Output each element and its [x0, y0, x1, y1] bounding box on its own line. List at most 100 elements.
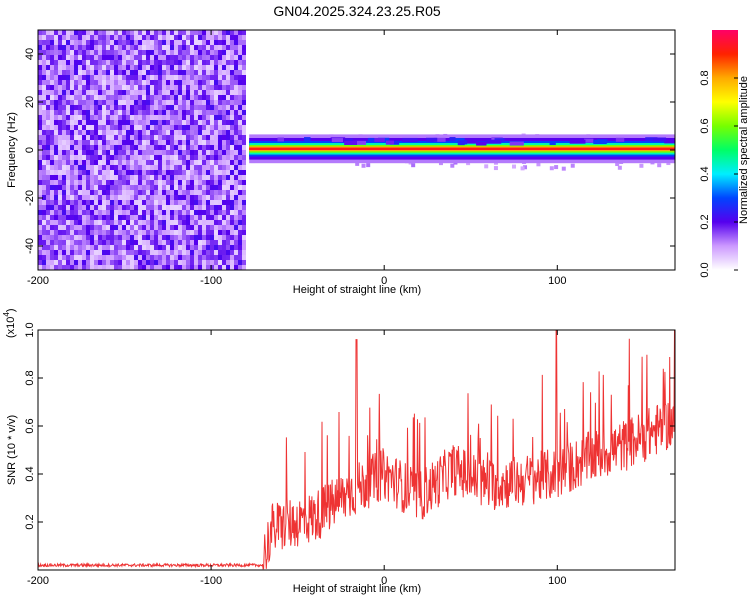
heatmap-cell — [226, 150, 230, 155]
heatmap-cell — [190, 150, 194, 155]
heatmap-cell — [150, 260, 154, 265]
heatmap-cell — [42, 200, 46, 205]
heatmap-cell — [158, 130, 162, 135]
heatmap-cell — [186, 170, 190, 175]
heatmap-cell — [114, 160, 118, 165]
heatmap-cell — [150, 165, 154, 170]
heatmap-cell — [94, 135, 98, 140]
heatmap-cell — [42, 80, 46, 85]
heatmap-cell — [146, 35, 150, 40]
heatmap-cell — [38, 125, 42, 130]
heatmap-cell — [98, 265, 102, 270]
heatmap-cell — [98, 70, 102, 75]
heatmap-cell — [190, 235, 194, 240]
heatmap-cell — [230, 130, 234, 135]
heatmap-cell — [74, 245, 78, 250]
heatmap-cell — [126, 120, 130, 125]
heatmap-cell — [130, 255, 134, 260]
heatmap-cell — [222, 65, 226, 70]
heatmap-cell — [218, 185, 222, 190]
heatmap-cell — [194, 265, 198, 270]
heatmap-cell — [198, 265, 202, 270]
heatmap-cell — [70, 150, 74, 155]
heatmap-cell — [54, 210, 58, 215]
heatmap-cell — [150, 220, 154, 225]
heatmap-cell — [154, 170, 158, 175]
heatmap-cell — [118, 110, 122, 115]
heatmap-cell — [206, 140, 210, 145]
heatmap-cell — [146, 235, 150, 240]
heatmap-cell — [62, 100, 66, 105]
heatmap-cell — [202, 115, 206, 120]
heatmap-cell — [62, 55, 66, 60]
heatmap-cell — [154, 100, 158, 105]
heatmap-cell — [210, 85, 214, 90]
heatmap-cell — [234, 95, 238, 100]
heatmap-cell — [138, 45, 142, 50]
heatmap-cell — [94, 230, 98, 235]
heatmap-cell — [114, 210, 118, 215]
heatmap-cell — [118, 245, 122, 250]
heatmap-cell — [170, 45, 174, 50]
heatmap-cell — [174, 160, 178, 165]
heatmap-cell — [70, 105, 74, 110]
heatmap-cell — [142, 80, 146, 85]
heatmap-cell — [214, 125, 218, 130]
heatmap-cell — [66, 40, 70, 45]
heatmap-cell — [62, 130, 66, 135]
heatmap-cell — [130, 200, 134, 205]
heatmap-cell — [62, 35, 66, 40]
heatmap-cell — [190, 210, 194, 215]
heatmap-cell — [158, 150, 162, 155]
heatmap-cell — [210, 90, 214, 95]
heatmap-cell — [150, 90, 154, 95]
x-tick-label: -200 — [27, 275, 49, 287]
heatmap-cell — [74, 75, 78, 80]
heatmap-cell — [226, 170, 230, 175]
heatmap-cell — [54, 125, 58, 130]
heatmap-cell — [126, 240, 130, 245]
heatmap-cell — [70, 145, 74, 150]
heatmap-cell — [82, 90, 86, 95]
heatmap-cell — [58, 145, 62, 150]
heatmap-cell — [58, 190, 62, 195]
heatmap-cell — [114, 135, 118, 140]
heatmap-cell — [170, 165, 174, 170]
heatmap-cell — [38, 235, 42, 240]
heatmap-cell — [222, 125, 226, 130]
heatmap-cell — [118, 30, 122, 35]
heatmap-cell — [146, 140, 150, 145]
heatmap-cell — [190, 65, 194, 70]
heatmap-cell — [226, 60, 230, 65]
heatmap-cell — [206, 130, 210, 135]
heatmap-cell — [118, 140, 122, 145]
heatmap-cell — [202, 210, 206, 215]
heatmap-cell — [158, 140, 162, 145]
heatmap-cell — [110, 105, 114, 110]
heatmap-cell — [94, 65, 98, 70]
heatmap-cell — [126, 245, 130, 250]
heatmap-cell — [38, 35, 42, 40]
heatmap-cell — [114, 150, 118, 155]
heatmap-cell — [42, 115, 46, 120]
heatmap-cell — [222, 75, 226, 80]
heatmap-cell — [170, 195, 174, 200]
heatmap-cell — [122, 120, 126, 125]
heatmap-cell — [202, 220, 206, 225]
heatmap-cell — [38, 70, 42, 75]
heatmap-cell — [162, 210, 166, 215]
heatmap-cell — [106, 140, 110, 145]
heatmap-cell — [154, 225, 158, 230]
heatmap-cell — [38, 75, 42, 80]
heatmap-cell — [222, 45, 226, 50]
heatmap-cell — [78, 30, 82, 35]
heatmap-cell — [142, 115, 146, 120]
heatmap-cell — [190, 135, 194, 140]
heatmap-cell — [98, 35, 102, 40]
heatmap-cell — [162, 180, 166, 185]
heatmap-cell — [94, 95, 98, 100]
heatmap-cell — [58, 205, 62, 210]
heatmap-cell — [186, 215, 190, 220]
heatmap-cell — [238, 40, 242, 45]
heatmap-cell — [146, 260, 150, 265]
